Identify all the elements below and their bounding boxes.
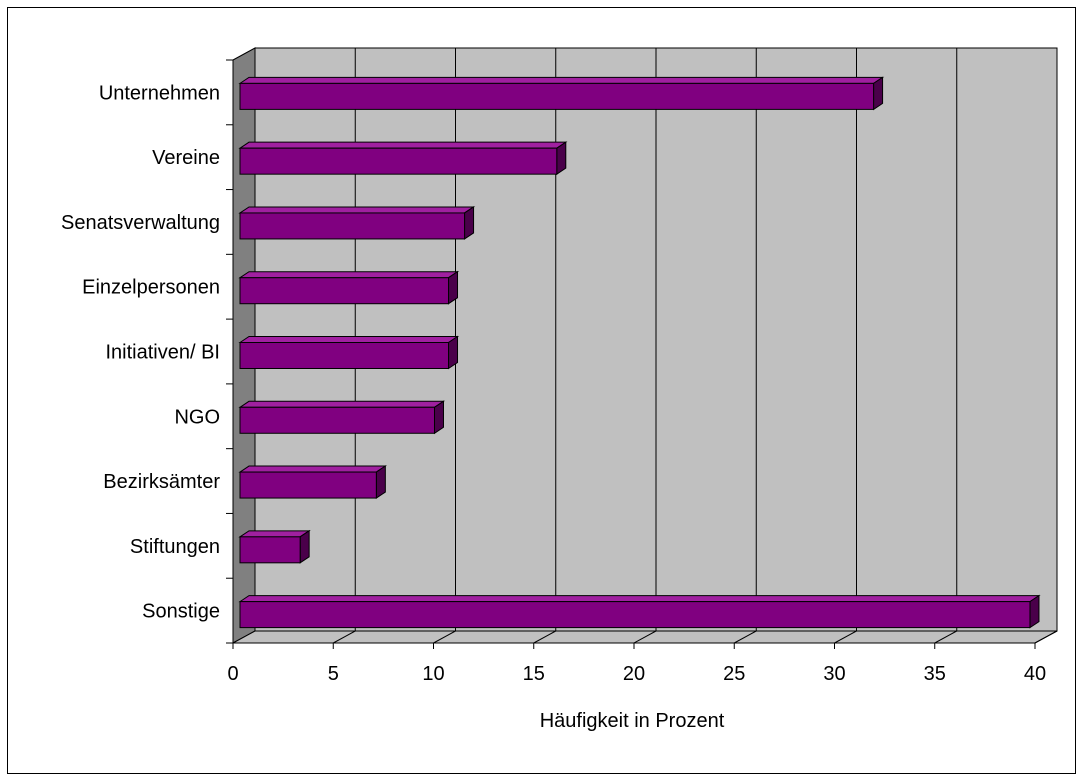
bar-side-face — [448, 335, 459, 370]
x-tick-label: 5 — [328, 663, 339, 685]
x-tick-label: 30 — [823, 663, 845, 685]
floor-gridline — [333, 630, 356, 644]
x-tick-label: 0 — [227, 663, 238, 685]
bar-top-face — [238, 595, 1041, 603]
bar-front-face — [239, 212, 466, 240]
x-tick-label: 20 — [623, 663, 645, 685]
x-tick-label: 35 — [924, 663, 946, 685]
bar — [238, 465, 387, 499]
category-label: Bezirksämter — [103, 471, 220, 493]
bar-front-face — [239, 147, 558, 175]
floor-gridline — [834, 630, 857, 644]
bar — [238, 594, 1041, 629]
x-axis-label: Häufigkeit in Prozent — [540, 710, 725, 732]
bar-top-face — [238, 206, 476, 214]
bar-side-face — [464, 206, 475, 240]
bar — [238, 400, 446, 435]
bar-side-face — [433, 400, 444, 435]
bar-front-face — [239, 471, 377, 499]
bar-top-face — [238, 141, 568, 149]
bar-front-face — [239, 342, 450, 369]
bar-top-face — [238, 336, 460, 343]
category-label: Stiftungen — [130, 536, 220, 558]
category-label: Sonstige — [142, 601, 220, 623]
bar-side-face — [1029, 594, 1040, 629]
bar-top-face — [238, 271, 460, 279]
floor-gridline — [433, 630, 456, 644]
bar-front-face — [239, 406, 435, 434]
bar-top-face — [238, 400, 446, 408]
floor-gridline — [934, 630, 957, 644]
bar-side-face — [448, 270, 459, 305]
bar-front-face — [239, 601, 1031, 629]
bar — [238, 270, 460, 305]
bar-side-face — [299, 529, 310, 564]
category-label: Initiativen/ BI — [105, 342, 220, 364]
bar-top-face — [238, 76, 885, 84]
bar-front-face — [239, 82, 875, 110]
x-tick-label: 10 — [422, 663, 444, 685]
floor-gridline — [533, 630, 556, 644]
category-label: Einzelpersonen — [82, 277, 220, 299]
floor-gridline — [633, 630, 657, 644]
bar — [238, 335, 460, 370]
bar — [238, 529, 311, 564]
bar-side-face — [375, 465, 386, 499]
category-label: Vereine — [152, 147, 220, 169]
x-tick-label: 25 — [723, 663, 745, 685]
category-label: Senatsverwaltung — [61, 212, 220, 234]
bar — [238, 76, 885, 111]
floor-gridline — [1034, 630, 1058, 644]
bar-top-face — [238, 465, 387, 473]
bar-side-face — [873, 76, 884, 111]
bar-top-face — [238, 530, 311, 538]
bar-front-face — [239, 277, 450, 305]
x-tick-label: 15 — [523, 663, 545, 685]
bar — [238, 141, 568, 176]
bar — [238, 206, 476, 240]
bar-side-face — [556, 141, 567, 176]
floor-gridline — [734, 630, 757, 644]
category-label: NGO — [174, 406, 220, 428]
bar-front-face — [239, 536, 301, 564]
category-label: Unternehmen — [99, 82, 220, 104]
x-tick-label: 40 — [1024, 663, 1046, 685]
